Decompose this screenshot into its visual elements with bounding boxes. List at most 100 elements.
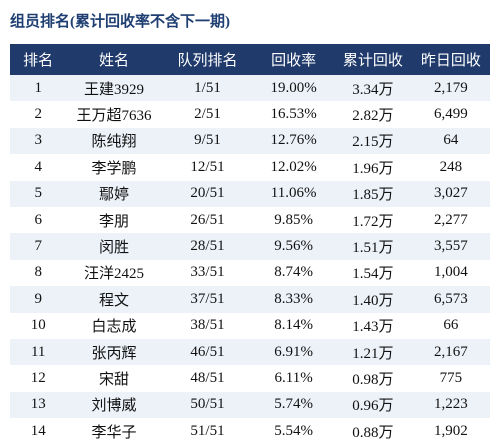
table-cell: 50/51: [161, 391, 254, 419]
table-cell: 6,573: [411, 286, 490, 313]
table-cell: 33/51: [161, 259, 254, 287]
table-cell: 12: [10, 365, 67, 392]
table-cell: 李朋: [66, 206, 162, 234]
table-cell: 1.54万: [333, 259, 412, 287]
table-cell: 9.56%: [253, 233, 334, 260]
table-cell: 李华子: [66, 418, 162, 444]
table-cell: 5: [10, 180, 67, 207]
table-row: 13 刘博威 50/51 5.74% 0.96万 1,223: [10, 391, 490, 419]
table-cell: 8: [10, 259, 67, 287]
table-cell: 3: [10, 127, 67, 155]
table-cell: 程文: [66, 286, 162, 313]
table-cell: 2,167: [411, 338, 490, 366]
table-row: 6 李朋 26/51 9.85% 1.72万 2,277: [10, 206, 490, 234]
table-cell: 宋甜: [66, 365, 162, 392]
table-row: 9 程文 37/51 8.33% 1.40万 6,573: [10, 286, 490, 313]
table-row: 7 闵胜 28/51 9.56% 1.51万 3,557: [10, 233, 490, 260]
column-header: 昨日回收: [411, 44, 490, 75]
table-row: 2 王万超7636 2/51 16.53% 2.82万 6,499: [10, 101, 490, 128]
table-cell: 张丙辉: [66, 338, 162, 366]
ranking-table: 排名 姓名 队列排名 回收率 累计回收 昨日回收 1 王建3929 1/51 19.00% 3.3…: [10, 44, 490, 444]
table-cell: 10: [10, 312, 67, 339]
table-body: 1 王建3929 1/51 19.00% 3.34万 2,179 2 王万超7636 2/51 1…: [10, 75, 490, 444]
table-cell: 0.88万: [333, 418, 412, 444]
table-cell: 李学鹏: [66, 154, 162, 181]
table-cell: 1.40万: [333, 286, 412, 313]
table-cell: 14: [10, 418, 67, 444]
table-cell: 1.51万: [333, 233, 412, 260]
table-cell: 2,277: [411, 206, 490, 234]
table-row: 14 李华子 51/51 5.54% 0.88万 1,902: [10, 418, 490, 444]
title: 组员排名(累计回收率不含下一期): [10, 14, 230, 30]
table-cell: 66: [411, 312, 490, 339]
table-cell: 2/51: [161, 101, 254, 128]
table-row: 11 张丙辉 46/51 6.91% 1.21万 2,167: [10, 338, 490, 366]
table-cell: 12.76%: [253, 127, 334, 155]
table-cell: 1: [10, 75, 67, 102]
table-cell: 28/51: [161, 233, 254, 260]
table-cell: 1.43万: [333, 312, 412, 339]
table-cell: 64: [411, 127, 490, 155]
table-cell: 2.15万: [333, 127, 412, 155]
table-cell: 46/51: [161, 338, 254, 366]
table-row: 3 陈纯翔 9/51 12.76% 2.15万 64: [10, 127, 490, 155]
table-row: 5 鄢婷 20/51 11.06% 1.85万 3,027: [10, 180, 490, 207]
column-header: 姓名: [66, 44, 162, 75]
table-head: 排名 姓名 队列排名 回收率 累计回收 昨日回收: [10, 44, 490, 75]
table-cell: 8.74%: [253, 259, 334, 287]
table-cell: 9: [10, 286, 67, 313]
table-cell: 6,499: [411, 101, 490, 128]
table-cell: 3,027: [411, 180, 490, 207]
table-cell: 鄢婷: [66, 180, 162, 207]
table-cell: 3,557: [411, 233, 490, 260]
table-cell: 2.82万: [333, 101, 412, 128]
table-cell: 汪洋2425: [66, 259, 162, 287]
column-header: 队列排名: [161, 44, 254, 75]
table-row: 8 汪洋2425 33/51 8.74% 1.54万 1,004: [10, 259, 490, 287]
table-cell: 51/51: [161, 418, 254, 444]
table-cell: 1.85万: [333, 180, 412, 207]
table-cell: 5.74%: [253, 391, 334, 419]
column-header: 排名: [10, 44, 67, 75]
table-cell: 4: [10, 154, 67, 181]
table-row: 10 白志成 38/51 8.14% 1.43万 66: [10, 312, 490, 339]
table-cell: 1.21万: [333, 338, 412, 366]
table-cell: 1/51: [161, 75, 254, 102]
table-cell: 2: [10, 101, 67, 128]
table-cell: 8.14%: [253, 312, 334, 339]
table-cell: 王建3929: [66, 75, 162, 102]
table-cell: 13: [10, 391, 67, 419]
table-cell: 5.54%: [253, 418, 334, 444]
table-cell: 1,223: [411, 391, 490, 419]
table-row: 1 王建3929 1/51 19.00% 3.34万 2,179: [10, 75, 490, 102]
table-cell: 陈纯翔: [66, 127, 162, 155]
table-cell: 王万超7636: [66, 101, 162, 128]
table-cell: 8.33%: [253, 286, 334, 313]
table-cell: 9/51: [161, 127, 254, 155]
table-cell: 6.11%: [253, 365, 334, 392]
column-header: 回收率: [253, 44, 334, 75]
table-cell: 16.53%: [253, 101, 334, 128]
table-cell: 0.96万: [333, 391, 412, 419]
table-cell: 2,179: [411, 75, 490, 102]
table-cell: 26/51: [161, 206, 254, 234]
column-header: 累计回收: [333, 44, 412, 75]
table-cell: 白志成: [66, 312, 162, 339]
table-cell: 19.00%: [253, 75, 334, 102]
table-cell: 12.02%: [253, 154, 334, 181]
table-cell: 11.06%: [253, 180, 334, 207]
table-cell: 6.91%: [253, 338, 334, 366]
table-cell: 12/51: [161, 154, 254, 181]
table-cell: 6: [10, 206, 67, 234]
table-cell: 248: [411, 154, 490, 181]
table-row: 12 宋甜 48/51 6.11% 0.98万 775: [10, 365, 490, 392]
table-cell: 7: [10, 233, 67, 260]
table-cell: 37/51: [161, 286, 254, 313]
table-cell: 48/51: [161, 365, 254, 392]
table-cell: 11: [10, 338, 67, 366]
table-row: 4 李学鹏 12/51 12.02% 1.96万 248: [10, 154, 490, 181]
table-cell: 38/51: [161, 312, 254, 339]
table-cell: 1.72万: [333, 206, 412, 234]
table-cell: 闵胜: [66, 233, 162, 260]
